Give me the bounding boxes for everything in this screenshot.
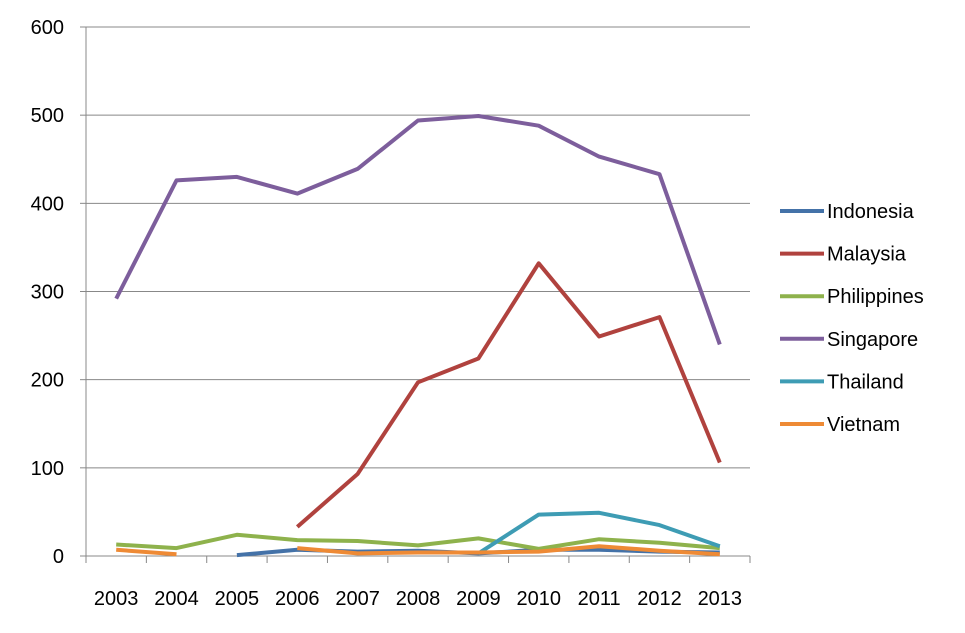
legend-label-malaysia: Malaysia — [827, 244, 907, 266]
legend-label-indonesia: Indonesia — [827, 201, 915, 223]
axes — [80, 26, 751, 563]
y-tick-label: 200 — [31, 370, 64, 392]
series-line-philippines — [116, 532, 720, 551]
x-tick-label: 2004 — [154, 588, 199, 610]
legend-label-philippines: Philippines — [827, 286, 924, 308]
x-tick-label: 2005 — [215, 588, 260, 610]
y-tick-label: 0 — [53, 546, 64, 568]
y-tick-label: 500 — [31, 105, 64, 127]
series-line-thailand — [477, 510, 721, 556]
series-line-vietnam — [116, 547, 177, 557]
series-line-malaysia — [295, 261, 722, 529]
x-tick-label: 2013 — [698, 588, 743, 610]
tick-labels: 0 100 200 300 400 500 600 2003 2004 2005 2006 2007 2… — [31, 17, 742, 610]
legend: Indonesia Malaysia Philippines Singapore Tha… — [780, 201, 924, 436]
x-tick-label: 2010 — [516, 588, 561, 610]
series-lines — [114, 114, 722, 558]
x-tick-label: 2012 — [637, 588, 682, 610]
gridlines — [86, 26, 750, 469]
y-tick-label: 100 — [31, 458, 64, 480]
x-tick-label: 2007 — [335, 588, 380, 610]
series-line-vietnam — [297, 544, 720, 557]
series-line-singapore — [114, 114, 722, 346]
y-tick-label: 400 — [31, 193, 64, 215]
legend-label-vietnam: Vietnam — [827, 414, 900, 436]
y-tick-label: 600 — [31, 17, 64, 39]
legend-label-thailand: Thailand — [827, 371, 904, 393]
x-tick-label: 2011 — [578, 588, 621, 610]
y-tick-label: 300 — [31, 282, 64, 304]
x-tick-label: 2009 — [456, 588, 501, 610]
x-tick-label: 2008 — [396, 588, 441, 610]
x-tick-label: 2003 — [94, 588, 139, 610]
x-tick-label: 2006 — [275, 588, 320, 610]
legend-label-singapore: Singapore — [827, 329, 918, 351]
